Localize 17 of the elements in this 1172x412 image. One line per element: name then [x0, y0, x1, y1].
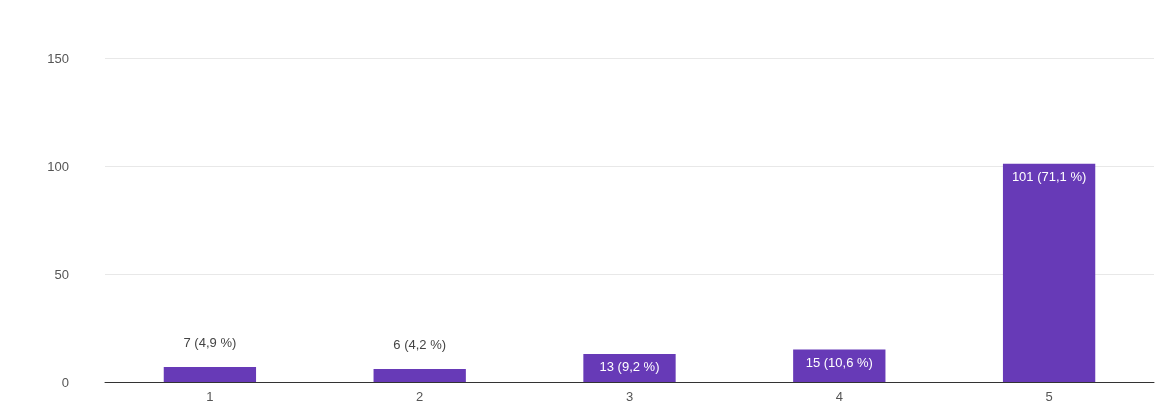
x-tick-label: 5	[1045, 389, 1053, 404]
x-tick-label: 1	[206, 389, 214, 404]
x-tick-label: 2	[416, 389, 424, 404]
bar	[373, 369, 466, 382]
y-tick-label: 150	[47, 50, 69, 66]
data-label: 101 (71,1 %)	[1011, 168, 1087, 184]
y-tick-label: 100	[47, 158, 69, 174]
data-label: 15 (10,6 %)	[805, 354, 873, 370]
data-label: 13 (9,2 %)	[599, 358, 660, 374]
data-label: 7 (4,9 %)	[183, 334, 237, 350]
bar	[163, 366, 257, 382]
y-tick-label: 0	[61, 374, 69, 390]
x-tick-label: 4	[835, 389, 843, 404]
y-tick-label: 50	[54, 266, 69, 282]
data-label: 6 (4,2 %)	[393, 337, 447, 353]
bar	[1002, 163, 1096, 382]
x-tick-label: 3	[625, 389, 634, 404]
